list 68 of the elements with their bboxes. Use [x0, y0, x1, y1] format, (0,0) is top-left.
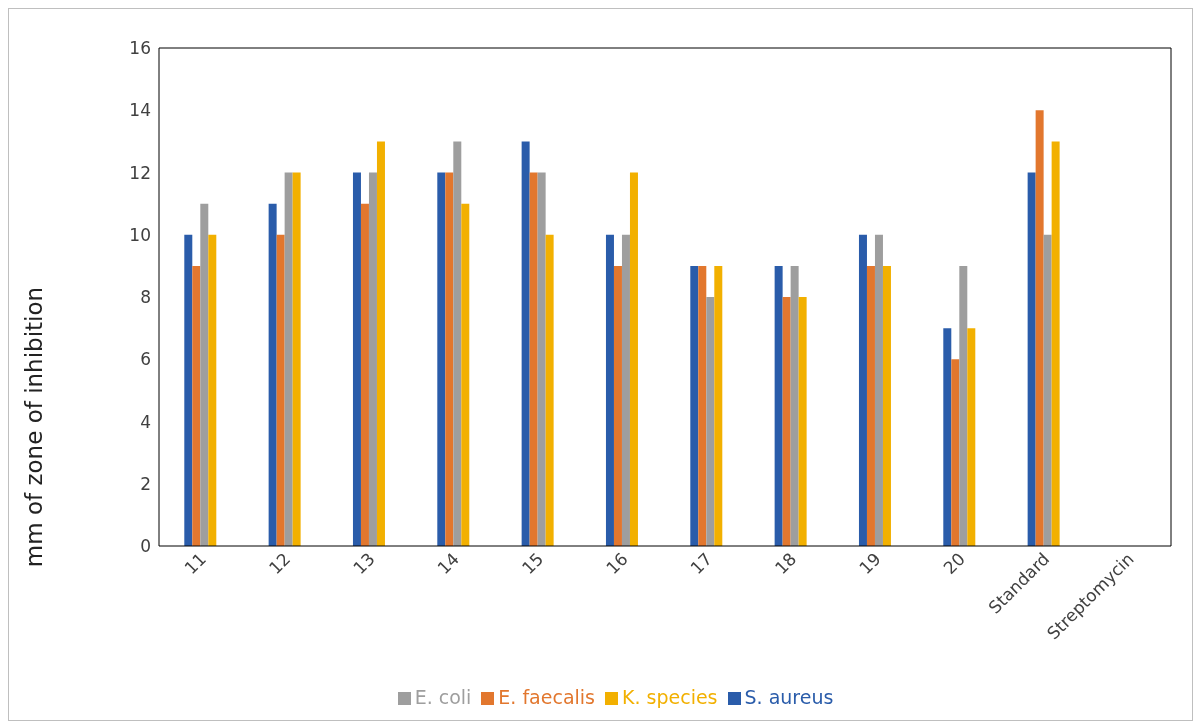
bar	[461, 203, 470, 546]
bar	[360, 203, 369, 546]
bar	[967, 328, 976, 546]
x-tick-label: 12	[264, 548, 295, 579]
x-tick-label: 18	[770, 548, 801, 579]
bar	[866, 265, 875, 546]
bar	[951, 359, 960, 546]
x-tick-label: 15	[517, 548, 548, 579]
y-tick-label: 14	[129, 100, 151, 121]
bar	[352, 172, 361, 546]
bar	[1035, 110, 1044, 546]
bar	[943, 328, 952, 546]
x-tick-label: 11	[180, 548, 210, 579]
bar	[368, 172, 377, 546]
bar	[445, 172, 454, 546]
bar	[184, 234, 193, 546]
legend-label: K. species	[622, 686, 718, 708]
bar	[858, 234, 867, 546]
bar	[621, 234, 630, 546]
bar	[192, 265, 201, 546]
bar	[1051, 141, 1060, 546]
bar	[529, 172, 538, 546]
bar	[521, 141, 530, 546]
bar	[268, 203, 277, 546]
bar	[376, 141, 385, 546]
bar	[284, 172, 293, 546]
x-tick-label: 17	[686, 548, 716, 579]
bar	[706, 297, 715, 546]
bar	[276, 234, 285, 546]
y-tick-label: 6	[140, 349, 151, 370]
bar	[798, 297, 807, 546]
y-tick-label: 16	[129, 38, 151, 59]
x-tick-label: 14	[433, 548, 463, 579]
bar	[605, 234, 614, 546]
y-tick-label: 8	[140, 287, 151, 308]
bar	[782, 297, 791, 546]
y-tick-label: 0	[140, 536, 151, 557]
legend-label: E. coli	[414, 686, 472, 708]
bar	[545, 234, 554, 546]
bar	[690, 265, 699, 546]
bar	[882, 265, 891, 546]
bar	[537, 172, 546, 546]
bar	[437, 172, 446, 546]
bar	[200, 203, 209, 546]
bar	[874, 234, 883, 546]
bar	[629, 172, 638, 546]
y-tick-label: 4	[140, 411, 151, 432]
bar	[292, 172, 301, 546]
x-tick-label: 19	[855, 548, 885, 579]
legend-label: S. aureus	[744, 686, 834, 708]
bar	[613, 265, 622, 546]
x-tick-label: 20	[939, 548, 969, 579]
x-tick-label: 16	[602, 548, 632, 579]
y-axis-title: mm of zone of inhibition	[21, 286, 48, 568]
bar	[1043, 234, 1052, 546]
legend-label: E. faecalis	[498, 686, 595, 708]
y-tick-label: 12	[129, 162, 151, 183]
bar	[1027, 172, 1036, 546]
bar	[790, 265, 799, 546]
bar	[453, 141, 462, 546]
y-tick-label: 10	[129, 224, 151, 245]
x-tick-label: 13	[349, 548, 379, 579]
y-tick-label: 2	[140, 473, 151, 494]
bar	[774, 265, 783, 546]
bar	[714, 265, 723, 546]
bar	[208, 234, 217, 546]
bar	[698, 265, 707, 546]
bar	[959, 265, 968, 546]
